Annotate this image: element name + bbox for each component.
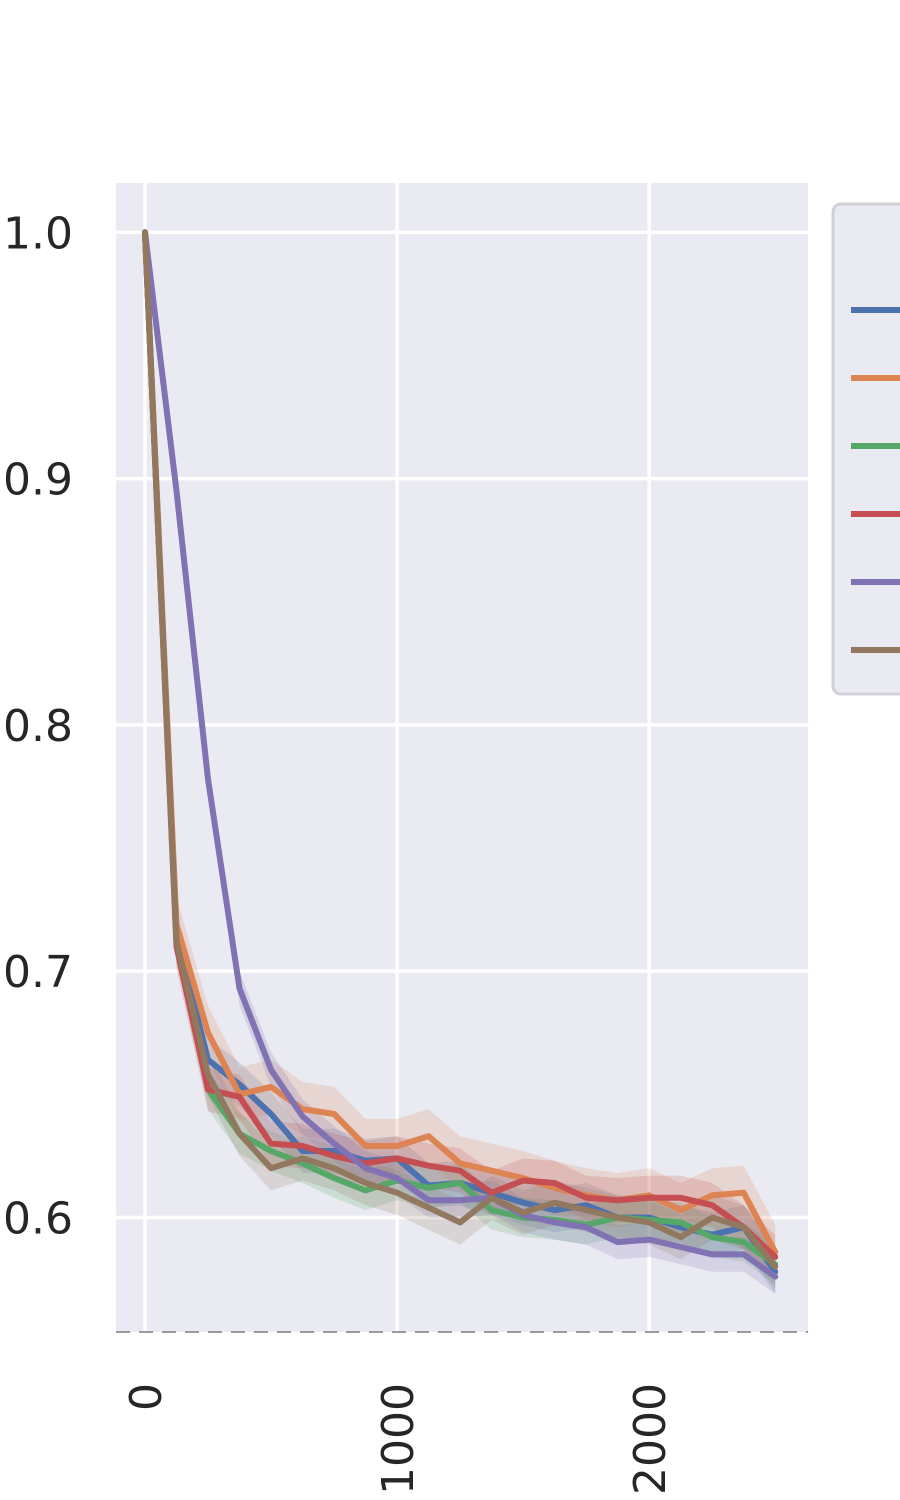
series-line-4 bbox=[142, 229, 779, 1260]
series-line-5 bbox=[142, 229, 779, 1280]
y-tick-label: 1.0 bbox=[3, 208, 73, 259]
plot-background bbox=[116, 183, 808, 1332]
legend bbox=[831, 202, 900, 696]
x-tick-labels: 0 1000 2000 bbox=[121, 1383, 676, 1495]
grid bbox=[116, 183, 808, 1332]
x-tick-label: 0 bbox=[121, 1383, 172, 1411]
y-tick-label: 0.8 bbox=[3, 701, 73, 752]
x-tick-label: 2000 bbox=[625, 1383, 676, 1495]
y-tick-labels: 0.6 0.7 0.8 0.9 1.0 bbox=[3, 208, 73, 1244]
y-tick-label: 0.9 bbox=[3, 455, 73, 506]
series-band-2 bbox=[145, 232, 776, 1279]
series-line-6 bbox=[142, 229, 779, 1270]
series-lines bbox=[142, 229, 779, 1280]
x-tick-label: 1000 bbox=[373, 1383, 424, 1495]
series-line-3 bbox=[142, 229, 779, 1268]
series-line-2 bbox=[142, 229, 779, 1255]
confidence-bands bbox=[145, 232, 776, 1294]
y-tick-label: 0.7 bbox=[3, 947, 73, 998]
y-tick-label: 0.6 bbox=[3, 1193, 73, 1244]
